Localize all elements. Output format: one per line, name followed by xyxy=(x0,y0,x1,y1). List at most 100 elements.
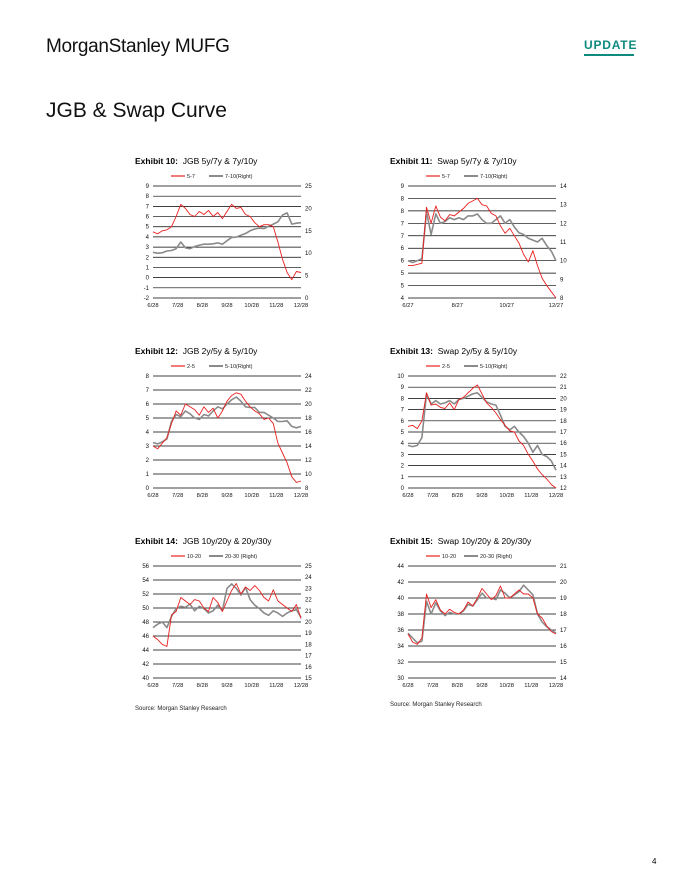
legend-label: 5-7 xyxy=(442,174,450,180)
source-note: Source: Morgan Stanley Research xyxy=(390,702,482,708)
exhibit-title: JGB 10y/20y & 20y/30y xyxy=(182,536,272,546)
y-right-tick: 8 xyxy=(560,296,564,302)
y-right-tick: 5 xyxy=(305,274,309,280)
x-tick: 11/28 xyxy=(269,493,283,499)
exhibit-label: Exhibit 13: xyxy=(390,346,433,356)
x-tick: 6/27 xyxy=(402,303,413,309)
y-left-tick: 0 xyxy=(401,486,405,492)
chart-svg: 2-5 5-10(Right)01234567891012131415161718… xyxy=(397,364,567,499)
y-left-tick: 44 xyxy=(142,648,149,654)
y-right-tick: 14 xyxy=(560,184,567,190)
series-line-right-axis xyxy=(407,392,557,471)
x-tick: 12/28 xyxy=(549,493,564,499)
y-left-tick: 52 xyxy=(142,592,149,598)
y-left-tick: 10 xyxy=(397,374,404,380)
x-tick: 8/28 xyxy=(197,303,208,309)
exhibit-title: Swap 5y/7y & 7y/10y xyxy=(437,156,517,166)
legend-label: 2-5 xyxy=(442,364,450,370)
legend: 10-20 20-30 (Right) xyxy=(426,554,512,560)
y-right-tick: 13 xyxy=(560,203,567,209)
legend-label: 5-10(Right) xyxy=(480,364,508,370)
y-left-tick: 0 xyxy=(146,276,150,282)
y-left-tick: 4 xyxy=(146,235,150,241)
x-tick: 12/27 xyxy=(549,303,564,309)
source-note: Source: Morgan Stanley Research xyxy=(135,706,227,712)
y-right-tick: 10 xyxy=(560,259,567,265)
x-tick: 8/28 xyxy=(197,683,208,689)
x-tick: 7/28 xyxy=(172,493,183,499)
exhibit-caption: Exhibit 13: Swap 2y/5y & 5y/10y xyxy=(390,346,580,356)
y-left-tick: 1 xyxy=(146,472,150,478)
page-number: 4 xyxy=(652,857,657,866)
y-right-tick: 13 xyxy=(560,475,567,481)
legend-label: 20-30 (Right) xyxy=(225,554,257,560)
y-left-tick: 6 xyxy=(401,259,405,265)
legend-label: 5-7 xyxy=(187,174,195,180)
y-right-tick: 20 xyxy=(305,206,312,212)
y-right-tick: 19 xyxy=(305,631,312,637)
x-tick: 6/28 xyxy=(402,493,413,499)
series-line-primary xyxy=(152,203,302,281)
x-tick: 12/28 xyxy=(294,493,309,499)
x-tick: 11/28 xyxy=(524,493,538,499)
y-right-tick: 18 xyxy=(560,419,567,425)
x-tick: 9/28 xyxy=(221,683,232,689)
legend-label: 2-5 xyxy=(187,364,195,370)
y-right-tick: 19 xyxy=(560,596,567,602)
x-tick: 7/28 xyxy=(172,303,183,309)
exhibit-14: Exhibit 14: JGB 10y/20y & 20y/30y 10-20 2… xyxy=(135,536,325,696)
y-left-tick: 0 xyxy=(146,486,150,492)
x-tick: 6/28 xyxy=(147,683,158,689)
y-left-tick: 5 xyxy=(146,416,150,422)
x-tick: 10/28 xyxy=(499,683,514,689)
y-left-tick: 8 xyxy=(146,374,150,380)
y-right-tick: 9 xyxy=(560,277,564,283)
series-line-primary xyxy=(407,384,557,489)
y-right-tick: 17 xyxy=(560,430,567,436)
y-right-tick: 18 xyxy=(560,612,567,618)
y-left-tick: 8 xyxy=(401,396,405,402)
y-left-tick: 3 xyxy=(146,245,150,251)
y-left-tick: 7 xyxy=(401,221,405,227)
x-tick: 10/27 xyxy=(499,303,514,309)
x-tick: 10/28 xyxy=(244,683,259,689)
y-right-tick: 20 xyxy=(560,580,567,586)
y-right-tick: 12 xyxy=(305,458,312,464)
legend-label: 10-20 xyxy=(187,554,201,560)
exhibit-caption: Exhibit 15: Swap 10y/20y & 20y/30y xyxy=(390,536,580,546)
chart-svg: 5-7 7-10(Right) 4 5 5 6 6 7 7 8 8 9 8 9 10 11 12 13 14 6/27… xyxy=(401,174,568,309)
y-left-tick: 4 xyxy=(401,441,405,447)
y-right-tick: 15 xyxy=(305,229,312,235)
y-right-tick: 12 xyxy=(560,486,567,492)
x-tick: 9/28 xyxy=(476,683,487,689)
exhibit-caption: Exhibit 11: Swap 5y/7y & 7y/10y xyxy=(390,156,580,166)
y-right-tick: 16 xyxy=(560,441,567,447)
exhibit-caption: Exhibit 12: JGB 2y/5y & 5y/10y xyxy=(135,346,325,356)
y-right-tick: 12 xyxy=(560,221,567,227)
x-tick: 9/28 xyxy=(221,493,232,499)
brand-logo: MorganStanley MUFG xyxy=(46,36,230,57)
x-tick: 7/28 xyxy=(427,683,438,689)
y-right-tick: 22 xyxy=(305,388,312,394)
y-left-tick: 6 xyxy=(401,246,405,252)
series-line-right-axis xyxy=(152,396,302,445)
exhibit-caption: Exhibit 10: JGB 5y/7y & 7y/10y xyxy=(135,156,325,166)
x-tick: 12/28 xyxy=(294,303,309,309)
y-right-tick: 21 xyxy=(560,385,567,391)
x-tick: 8/28 xyxy=(452,493,463,499)
y-right-tick: 14 xyxy=(560,676,567,682)
y-left-tick: 8 xyxy=(401,196,405,202)
y-left-tick: 54 xyxy=(142,578,149,584)
y-right-tick: 20 xyxy=(305,402,312,408)
y-right-tick: 21 xyxy=(560,564,567,570)
y-right-tick: 25 xyxy=(305,184,312,190)
y-right-tick: 22 xyxy=(305,598,312,604)
y-right-tick: 21 xyxy=(305,609,312,615)
page-title: JGB & Swap Curve xyxy=(46,99,227,122)
exhibit-title: Swap 2y/5y & 5y/10y xyxy=(437,346,518,356)
exhibit-title: JGB 2y/5y & 5y/10y xyxy=(182,346,258,356)
x-tick: 11/28 xyxy=(524,683,538,689)
y-left-tick: 5 xyxy=(401,430,405,436)
y-left-tick: 36 xyxy=(397,628,404,634)
chart-svg: 2-5 5-10(Right)01234567881012141618202224… xyxy=(146,364,313,499)
